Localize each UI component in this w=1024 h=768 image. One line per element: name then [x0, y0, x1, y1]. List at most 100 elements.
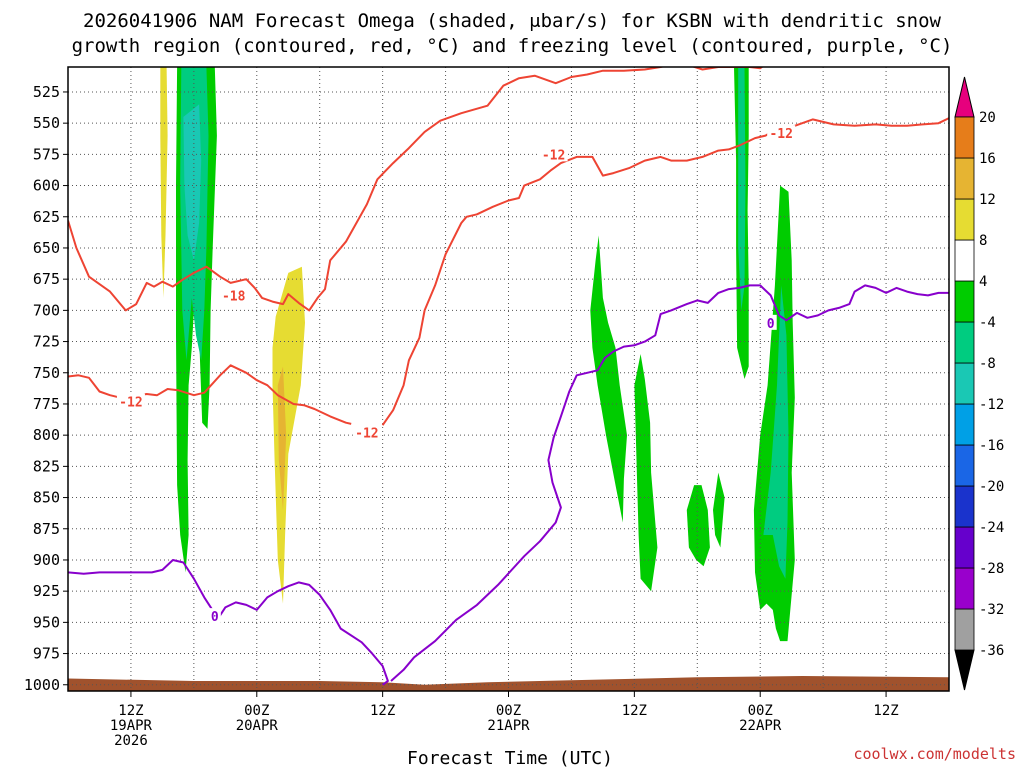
colorbar-tick-label: -20 — [979, 479, 1004, 495]
omega-shading — [160, 67, 795, 642]
y-tick-label: 925 — [33, 582, 60, 600]
colorbar-swatch — [954, 403, 975, 446]
colorbar-tick-label: -4 — [979, 315, 996, 331]
colorbar-swatch — [954, 280, 975, 323]
colorbar-tick-label: -8 — [979, 356, 996, 372]
credit-text: coolwx.com/modelts — [853, 745, 1016, 763]
y-tick-label: 575 — [33, 145, 60, 163]
omega-region-0 — [160, 67, 168, 298]
freezing-level-contour-1 — [390, 284, 949, 682]
contour-label: -18 — [222, 289, 246, 304]
chart-title-line1: 2026041906 NAM Forecast Omega (shaded, μ… — [83, 10, 941, 32]
colorbar-tick-label: 16 — [979, 151, 996, 167]
chart-title-line2: growth region (contoured, red, °C) and f… — [72, 35, 953, 57]
y-tick-label: 850 — [33, 489, 60, 507]
contour-label-bg — [219, 287, 248, 303]
y-axis-ticks: 525 550 575 600 625 650 675 700 725 750 775 800 825 8… — [24, 83, 68, 694]
colorbar-swatch — [954, 239, 975, 282]
colorbar-swatch — [954, 567, 975, 610]
contour-label: 0 — [767, 317, 775, 332]
x-tick-label: 12Z — [118, 703, 143, 719]
x-tick-label: 20APR — [236, 718, 279, 734]
colorbar-tick-label: -12 — [979, 397, 1004, 413]
colorbar-tick-label: 8 — [979, 233, 987, 249]
x-tick-label: 12Z — [873, 703, 898, 719]
contour-label-bg — [352, 424, 381, 440]
dgz-contour-1 — [68, 364, 352, 425]
dgz-contour-2 — [381, 117, 949, 426]
colorbar-swatch — [954, 157, 975, 200]
omega-region-2 — [277, 366, 287, 510]
y-tick-label: 775 — [33, 395, 60, 413]
omega-region-11 — [738, 67, 746, 311]
y-tick-label: 750 — [33, 364, 60, 382]
omega-region-13 — [763, 285, 789, 579]
contour-label-bg — [767, 125, 796, 141]
y-tick-label: 550 — [33, 114, 60, 132]
grid-lines — [68, 67, 949, 691]
contour-label: -12 — [119, 395, 142, 410]
colorbar: -36 -32 -28 -24 -20 -16 -12 -8 -4 4 8 12 16 20 — [954, 76, 1004, 691]
y-tick-label: 800 — [33, 426, 60, 444]
x-tick-label: 21APR — [487, 718, 530, 734]
dgz-contour-0 — [68, 67, 764, 312]
y-tick-label: 1000 — [24, 676, 60, 694]
colorbar-tick-label: -16 — [979, 438, 1004, 454]
contour-label: 0 — [211, 610, 219, 625]
colorbar-over-arrow — [954, 76, 975, 118]
colorbar-swatch — [954, 608, 975, 651]
y-tick-label: 725 — [33, 333, 60, 351]
plot-area: -18 -12 -12 -12 -12 0 0 — [67, 66, 950, 692]
x-tick-label: 12Z — [622, 703, 647, 719]
x-tick-label: 19APR — [110, 718, 153, 734]
colorbar-tick-label: -24 — [979, 520, 1004, 536]
contour-label: -12 — [355, 427, 378, 442]
x-tick-label: 00Z — [244, 703, 269, 719]
x-tick-label: 22APR — [739, 718, 782, 734]
y-tick-label: 900 — [33, 551, 60, 569]
contour-label: -12 — [769, 127, 792, 142]
y-tick-label: 975 — [33, 645, 60, 663]
contour-label-bg — [764, 314, 777, 330]
contour-label-bg — [539, 146, 568, 162]
contour-label-bg — [208, 608, 221, 624]
x-tick-label: 00Z — [496, 703, 521, 719]
colorbar-swatch — [954, 444, 975, 487]
omega-region-6 — [590, 235, 627, 523]
colorbar-swatch — [954, 321, 975, 364]
colorbar-tick-label: 12 — [979, 192, 996, 208]
colorbar-tick-label: -36 — [979, 643, 1004, 659]
contour-labels: -18 -12 -12 -12 -12 0 0 — [116, 125, 796, 625]
colorbar-tick-label: -28 — [979, 561, 1004, 577]
x-tick-label: 2026 — [114, 733, 148, 749]
y-tick-label: 950 — [33, 613, 60, 631]
x-tick-label: 00Z — [748, 703, 773, 719]
y-tick-label: 600 — [33, 177, 60, 195]
colorbar-swatch — [954, 526, 975, 569]
contour-label-bg — [116, 393, 145, 409]
omega-region-9 — [713, 472, 725, 548]
colorbar-under-arrow — [954, 649, 975, 691]
y-tick-label: 525 — [33, 83, 60, 101]
y-tick-label: 825 — [33, 457, 60, 475]
colorbar-swatch — [954, 198, 975, 241]
colorbar-tick-label: 4 — [979, 274, 987, 290]
contour-label: -12 — [542, 148, 565, 163]
omega-region-5 — [183, 104, 202, 261]
y-tick-label: 675 — [33, 270, 60, 288]
x-axis-label: Forecast Time (UTC) — [407, 748, 613, 768]
omega-region-7 — [634, 354, 658, 592]
colorbar-tick-label: -32 — [979, 602, 1004, 618]
y-tick-label: 625 — [33, 208, 60, 226]
colorbar-swatch — [954, 485, 975, 528]
freezing-level-contour-0 — [68, 559, 389, 686]
y-tick-label: 650 — [33, 239, 60, 257]
omega-region-8 — [686, 485, 710, 567]
y-tick-label: 875 — [33, 520, 60, 538]
x-tick-label: 12Z — [370, 703, 395, 719]
contour-lines — [68, 67, 949, 686]
y-tick-label: 700 — [33, 301, 60, 319]
colorbar-swatch — [954, 362, 975, 405]
